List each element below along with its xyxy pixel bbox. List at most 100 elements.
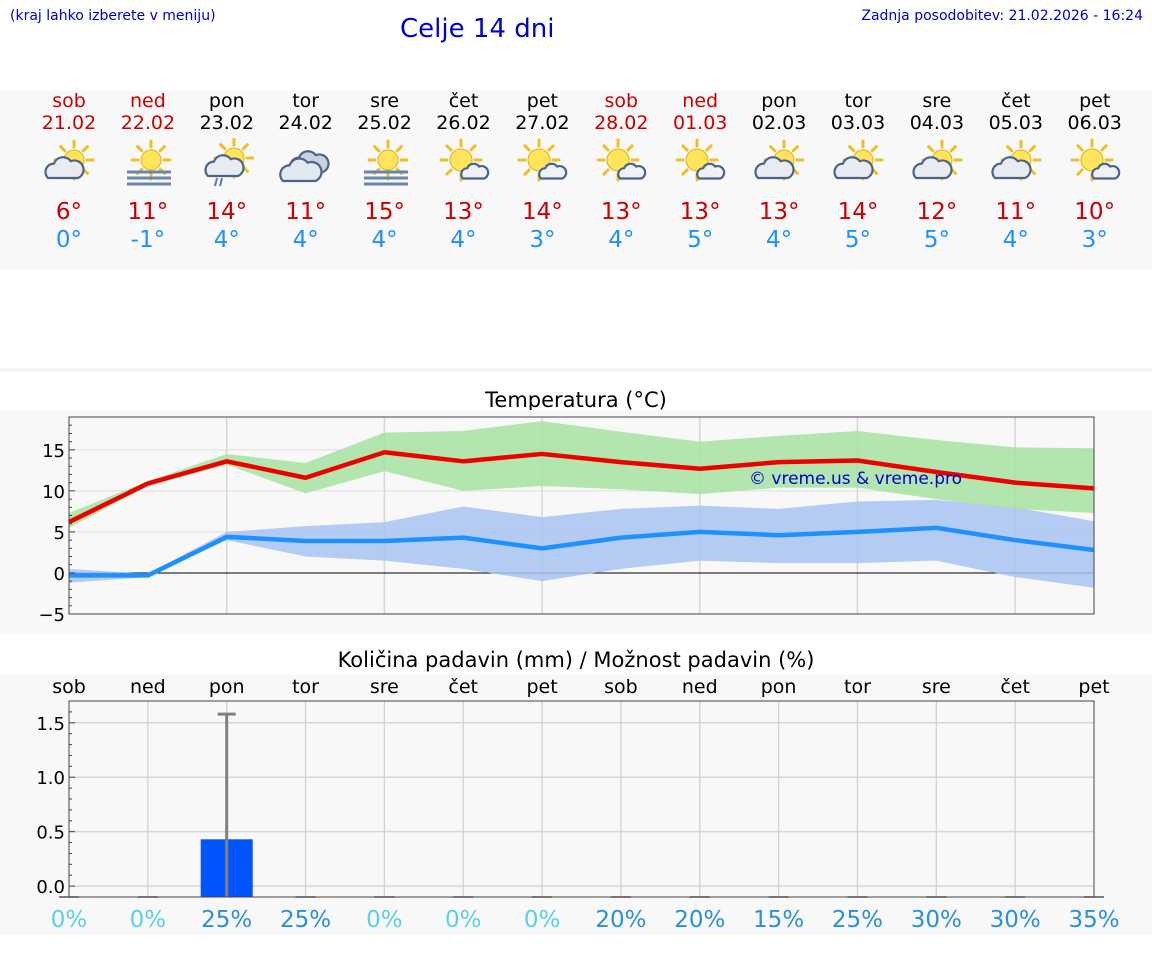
day-column[interactable]: pet 06.03 10° 3° <box>1055 90 1135 254</box>
max-temperature: 13° <box>679 199 721 225</box>
watermark: © vreme.us & vreme.pro <box>749 469 962 489</box>
precipitation-probability: 20% <box>674 907 725 933</box>
region-hint-link[interactable]: (kraj lahko izberete v meniju) <box>10 8 216 24</box>
day-column[interactable]: pon 23.02 14° 4° <box>187 90 267 254</box>
temperature-chart-title: Temperatura (°C) <box>485 388 667 412</box>
max-temperature: 15° <box>364 199 405 225</box>
day-date: 06.03 <box>1067 112 1122 134</box>
day-name: pon <box>208 90 245 112</box>
max-temperature: 10° <box>1074 199 1116 225</box>
precipitation-probability: 35% <box>1068 907 1119 933</box>
day-name: pon <box>761 90 797 112</box>
max-temperature: 14° <box>522 199 563 225</box>
category-label: pon <box>761 676 797 698</box>
precipitation-probability: 30% <box>990 907 1041 933</box>
min-temperature: 3° <box>529 227 556 253</box>
sun-small-cloud-icon <box>673 138 727 192</box>
day-date: 05.03 <box>988 112 1043 134</box>
day-name: tor <box>844 90 872 112</box>
day-date: 27.02 <box>515 112 570 134</box>
sun-small-cloud-icon <box>1068 138 1122 192</box>
temperature-chart: −5 0 5 10 15 © vreme.us & vreme.pro <box>38 416 1095 626</box>
sun-cloud-icon <box>989 138 1043 192</box>
day-date: 04.03 <box>909 112 965 134</box>
day-date: 01.03 <box>672 112 728 134</box>
y-tick-label: −5 <box>38 605 65 626</box>
sun-fog-icon <box>358 138 412 192</box>
min-temperature: 4° <box>213 227 240 253</box>
max-temperature: 11° <box>127 199 169 225</box>
day-name: ned <box>129 90 166 112</box>
y-tick-label: 5 <box>54 523 65 544</box>
max-temperature: 11° <box>995 199 1037 225</box>
precipitation-probability: 0% <box>445 907 482 933</box>
day-column[interactable]: tor 24.02 11° 4° <box>266 90 346 254</box>
precipitation-probability: 20% <box>595 907 646 933</box>
separator <box>0 368 1152 372</box>
precipitation-chart-panel: sob ned pon tor sre čet pet sob ned pon tor sre čet p… <box>0 675 1152 935</box>
day-date: 03.03 <box>830 112 886 134</box>
min-temperature-line <box>69 525 1095 578</box>
category-label: pet <box>1078 676 1109 698</box>
category-label: čet <box>1000 676 1030 698</box>
y-tick-label: 1.5 <box>36 714 65 735</box>
day-date: 28.02 <box>594 112 649 134</box>
day-name: sre <box>922 90 952 112</box>
sun-small-cloud-icon <box>437 138 491 192</box>
min-temperature: -1° <box>130 227 166 253</box>
day-column[interactable]: čet 26.02 13° 4° <box>424 90 504 254</box>
day-column[interactable]: sob 21.02 6° 0° <box>29 90 109 254</box>
day-column[interactable]: ned 22.02 11° -1° <box>108 90 188 254</box>
max-temperature-line <box>68 450 1095 525</box>
category-label: čet <box>448 676 478 698</box>
max-temperature: 14° <box>837 199 879 225</box>
day-name: čet <box>1001 90 1031 112</box>
precipitation-probability: 0% <box>51 907 88 933</box>
category-label: ned <box>130 676 166 698</box>
day-column[interactable]: sre 25.02 15° 4° <box>345 90 425 254</box>
y-tick-label: 1.0 <box>36 768 65 789</box>
day-name: tor <box>292 90 320 112</box>
cloudy-icon <box>278 138 333 192</box>
precipitation-chart: sob ned pon tor sre čet pet sob ned pon tor sre čet p… <box>36 676 1119 933</box>
max-temperature: 13° <box>443 199 484 225</box>
min-temperature: 4° <box>766 227 793 253</box>
max-temperature: 13° <box>758 199 800 225</box>
y-tick-label: 0.0 <box>36 877 65 898</box>
y-tick-label: 10 <box>42 482 65 503</box>
daily-forecast-strip: sob 21.02 6° 0° ned 22.02 11° -1° pon 23.02 14° 4° t… <box>0 90 1152 270</box>
category-label: sob <box>52 676 86 698</box>
precipitation-probability: 0% <box>130 907 167 933</box>
day-name: pet <box>526 90 558 112</box>
day-column[interactable]: pet 27.02 14° 3° <box>502 90 582 254</box>
max-temperature: 6° <box>55 199 83 225</box>
max-temperature: 12° <box>916 199 958 225</box>
day-column[interactable]: sre 04.03 12° 5° <box>897 90 977 254</box>
day-column[interactable]: čet 05.03 11° 4° <box>976 90 1056 254</box>
max-range-band <box>69 421 1094 528</box>
day-column[interactable]: ned 01.03 13° 5° <box>660 90 740 254</box>
day-date: 25.02 <box>357 112 412 134</box>
day-date: 21.02 <box>41 112 97 134</box>
day-column[interactable]: sob 28.02 13° 4° <box>581 90 661 254</box>
min-temperature: 4° <box>450 227 477 253</box>
day-column[interactable]: pon 02.03 13° 4° <box>739 90 819 254</box>
day-name: pet <box>1079 90 1111 112</box>
day-date: 26.02 <box>436 112 491 134</box>
day-name: sre <box>370 90 400 112</box>
min-temperature: 5° <box>923 227 950 253</box>
precipitation-probability: 15% <box>753 907 804 933</box>
min-temperature: 4° <box>371 227 398 253</box>
min-temperature: 3° <box>1081 227 1108 253</box>
category-label: sob <box>604 676 638 698</box>
day-date: 02.03 <box>751 112 807 134</box>
day-date: 23.02 <box>199 112 254 134</box>
sun-cloud-icon <box>42 138 96 192</box>
min-temperature: 5° <box>687 227 714 253</box>
category-label: tor <box>844 676 871 698</box>
day-name: čet <box>448 90 479 112</box>
day-column[interactable]: tor 03.03 14° 5° <box>818 90 898 254</box>
precipitation-probability: 0% <box>524 907 561 933</box>
max-temperature: 14° <box>206 199 248 225</box>
precipitation-probability: 30% <box>911 907 962 933</box>
